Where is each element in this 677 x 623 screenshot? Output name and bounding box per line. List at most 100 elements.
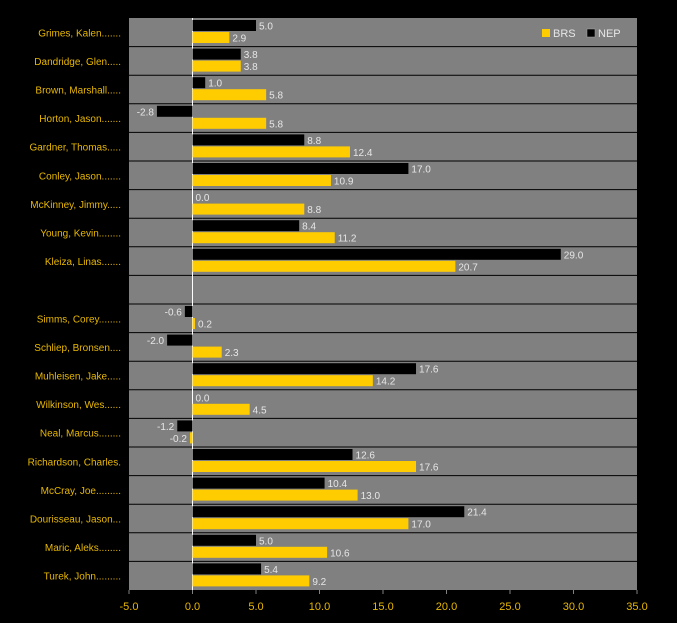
bar-brs	[192, 318, 196, 329]
bar-nep	[192, 48, 241, 60]
table-row: McCray, Joe......... 10.4 13.0	[41, 477, 381, 502]
table-row: Turek, John......... 5.4 9.2	[44, 563, 327, 588]
x-tick-label: 0.0	[185, 601, 200, 613]
legend-swatch-brs	[542, 29, 550, 37]
data-label-nep: 5.0	[259, 536, 273, 547]
data-label-nep: 17.6	[419, 365, 439, 376]
bar-brs	[192, 175, 331, 186]
category-label: McCray, Joe.........	[41, 486, 121, 497]
table-row: Dandridge, Glen..... 3.83.8	[34, 48, 258, 73]
table-row: Wilkinson, Wes...... 0.0 4.5	[36, 393, 267, 416]
rows-layer: Grimes, Kalen....... 5.0 2.9 Dandridge, Gle…	[28, 18, 637, 590]
legend-label-nep: NEP	[598, 28, 621, 40]
bar-nep	[192, 134, 305, 146]
category-label: Horton, Jason.......	[39, 114, 121, 125]
table-row: Schliep, Bronsen.... -2.0 2.3	[34, 334, 239, 359]
x-tick-label: 15.0	[372, 601, 393, 613]
table-row: Muhleisen, Jake..... 17.6 14.2	[35, 363, 439, 388]
data-label-nep: 8.4	[302, 222, 316, 233]
x-tick-label: 5.0	[248, 601, 263, 613]
data-label-brs: 5.8	[269, 91, 283, 102]
data-label-brs: 10.9	[334, 177, 354, 188]
x-tick-label: 10.0	[309, 601, 330, 613]
bar-brs	[192, 60, 241, 72]
data-label-brs: 20.7	[458, 262, 478, 273]
bar-brs	[192, 89, 267, 101]
data-label-brs: 8.8	[307, 205, 321, 216]
data-label-nep: -1.2	[157, 422, 175, 433]
category-label: Dourisseau, Jason...	[30, 515, 121, 526]
category-label: Simms, Corey........	[37, 314, 121, 325]
bar-brs	[192, 203, 305, 215]
bar-nep	[192, 506, 465, 518]
bar-nep	[192, 163, 409, 174]
data-label-nep: 8.8	[307, 136, 321, 147]
bar-brs	[192, 375, 373, 387]
legend: BRS NEP	[542, 28, 621, 40]
table-row: Neal, Marcus........ -1.2-0.2	[40, 420, 193, 445]
bar-nep	[192, 248, 561, 260]
category-label: Wilkinson, Wes......	[36, 400, 121, 411]
category-label: Muhleisen, Jake.....	[35, 372, 121, 383]
bar-brs	[192, 489, 358, 501]
x-tick-label: 35.0	[626, 601, 647, 613]
data-label-brs: 0.2	[198, 320, 212, 331]
table-row: McKinney, Jimmy..... 0.0 8.8	[30, 193, 321, 216]
data-label-nep: 5.4	[264, 565, 278, 576]
table-row: Gardner, Thomas..... 8.8 12.4	[29, 134, 373, 159]
category-label: Kleiza, Linas.......	[45, 257, 121, 268]
data-label-brs: 14.2	[376, 377, 396, 388]
x-axis: -5.0 0.0 5.0 10.0 15.0 20.0 25.0 30.0 35.0	[120, 590, 648, 613]
category-label: Young, Kevin........	[40, 229, 121, 240]
legend-swatch-nep	[586, 28, 596, 38]
bar-nep	[192, 477, 325, 489]
data-label-nep: 21.4	[467, 508, 487, 519]
data-label-brs: 3.8	[244, 62, 258, 73]
category-label: Richardson, Charles.	[28, 457, 121, 468]
bar-brs	[192, 117, 267, 129]
table-row: Dourisseau, Jason... 21.4 17.0	[30, 506, 487, 531]
data-label-brs: 5.8	[269, 119, 283, 130]
table-row: Horton, Jason....... -2.8 5.8	[39, 105, 283, 130]
bar-brs	[192, 518, 409, 530]
table-row: Grimes, Kalen....... 5.0 2.9	[38, 20, 273, 45]
bar-nep	[192, 534, 256, 546]
data-label-nep: -2.0	[147, 336, 165, 347]
data-label-brs: 12.4	[353, 148, 373, 159]
data-label-brs: 2.3	[225, 348, 239, 359]
category-label: Maric, Aleks........	[45, 543, 121, 554]
table-row: Conley, Jason....... 17.0 10.9	[39, 163, 431, 188]
x-tick-label: 25.0	[499, 601, 520, 613]
data-label-brs: 17.6	[419, 463, 439, 474]
x-tick-label: 30.0	[563, 601, 584, 613]
data-label-nep: 0.0	[196, 393, 210, 404]
bar-brs	[192, 32, 230, 43]
data-label-brs: 2.9	[232, 34, 246, 45]
bar-nep	[184, 306, 193, 317]
table-row: Maric, Aleks........ 5.0 10.6	[45, 534, 350, 559]
category-label: Neal, Marcus........	[40, 429, 121, 440]
table-row: Brown, Marshall..... 1.0 5.8	[35, 77, 283, 102]
category-label: McKinney, Jimmy.....	[30, 200, 121, 211]
data-label-brs: 10.6	[330, 548, 350, 559]
bar-brs	[192, 575, 310, 587]
category-label: Grimes, Kalen.......	[38, 28, 121, 39]
data-label-brs: 4.5	[253, 405, 267, 416]
category-label: Dandridge, Glen.....	[34, 57, 121, 68]
data-label-brs: 11.2	[338, 234, 357, 245]
table-row: Richardson, Charles. 12.6 17.6	[28, 449, 439, 474]
bar-nep	[177, 420, 193, 432]
legend-label-brs: BRS	[553, 28, 576, 40]
bar-brs	[192, 546, 328, 558]
category-label: Conley, Jason.......	[39, 171, 121, 182]
bar-nep	[167, 334, 193, 346]
table-row: Young, Kevin........ 8.4 11.2	[40, 220, 357, 245]
table-row: Kleiza, Linas....... 29.0 20.7	[45, 248, 584, 273]
data-label-nep: 29.0	[564, 250, 584, 261]
data-label-nep: 1.0	[208, 79, 222, 90]
bar-nep	[192, 77, 206, 89]
bar-brs	[192, 232, 335, 244]
bar-nep	[192, 363, 417, 375]
bar-brs	[189, 432, 193, 444]
bar-nep	[192, 563, 262, 575]
